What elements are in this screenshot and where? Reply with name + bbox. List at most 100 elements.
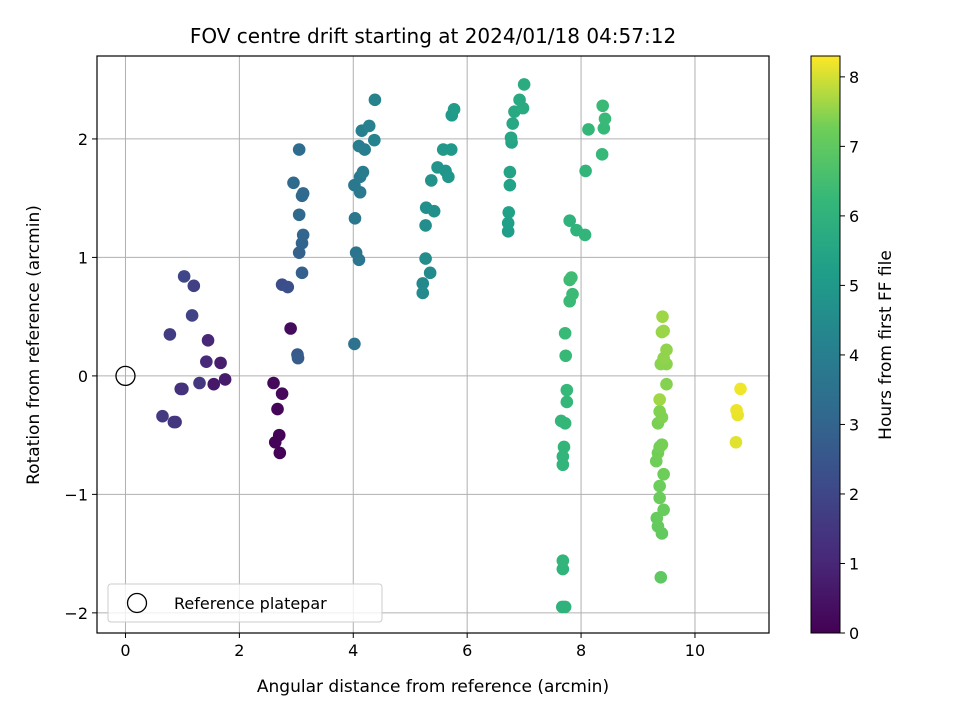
data-point [442,170,455,184]
data-point [597,121,611,135]
x-tick-label: 2 [234,641,244,660]
data-point [595,148,609,161]
data-point [503,165,517,179]
colorbar-tick-label: 0 [849,624,859,643]
y-axis-label: Rotation from reference (arcmin) [24,205,44,485]
x-tick-label: 0 [120,641,130,660]
data-point [200,355,213,368]
data-point [424,174,438,187]
data-point [368,93,382,107]
data-point [654,571,668,584]
x-tick-label: 10 [685,641,705,660]
data-point [578,228,592,242]
data-point [176,382,189,396]
legend: Reference platepar [107,583,383,623]
data-point [356,165,370,179]
data-point [502,206,516,219]
chart-title: FOV centre drift starting at 2024/01/18 … [190,24,676,48]
data-point [729,435,743,449]
data-point [653,405,666,418]
data-point [292,246,306,259]
colorbar-tick-label: 2 [849,485,859,504]
data-point [187,279,201,293]
data-point [657,503,670,517]
colorbar-tick-label: 3 [849,415,859,434]
data-point [653,479,666,493]
data-point [193,376,206,390]
data-point [558,600,572,614]
data-point [730,403,743,417]
data-point [444,143,458,156]
data-point [292,143,306,156]
data-point [281,280,295,294]
data-point [660,343,673,357]
data-point [650,511,664,525]
data-point [292,208,306,222]
data-point [272,428,286,442]
data-point [353,185,367,199]
data-point [167,415,181,429]
colorbar-tick-label: 5 [849,276,859,295]
legend-reference-icon [126,592,148,614]
data-point [556,450,570,463]
data-point [358,143,371,156]
data-point [416,277,430,290]
data-point [352,253,366,267]
data-point [598,112,612,126]
data-point [660,377,673,391]
plot-frame [96,55,770,634]
data-point [563,214,576,227]
data-point [296,187,310,200]
data-point [218,373,232,386]
data-point [560,395,574,409]
data-point [653,491,666,505]
data-point [362,119,376,133]
data-point [284,322,297,335]
colorbar-label: Hours from first FF file [876,250,896,440]
data-point [201,334,215,347]
data-point [291,351,305,365]
data-point [447,103,461,116]
data-point [557,440,571,454]
reference-marker-group [115,365,136,387]
x-axis-label: Angular distance from reference (arcmin) [257,677,609,697]
x-tick-label: 4 [348,641,358,660]
colorbar-tick-label: 8 [849,68,859,87]
colorbar-tick-label: 6 [849,207,859,226]
data-point [368,133,381,147]
data-point [275,387,289,400]
colorbar [810,55,841,634]
x-tick-label: 8 [576,641,586,660]
y-tick-label: 2 [78,130,88,149]
data-point [734,382,747,396]
data-point [501,216,515,230]
data-point [504,131,518,145]
data-point [559,349,572,363]
data-point [177,270,191,283]
data-point [596,99,610,113]
data-point [427,204,441,218]
data-point [582,123,595,136]
data-point [214,356,227,370]
data-point [516,101,530,115]
data-point [517,78,531,91]
data-point [558,326,572,340]
data-point [565,271,578,284]
data-point [348,337,361,351]
data-point [656,310,669,323]
data-point [273,446,287,460]
data-point [566,287,579,301]
colorbar-tick-label: 1 [849,554,859,573]
data-point [560,383,574,397]
data-point [416,286,430,300]
data-point [207,377,221,391]
data-point [348,212,362,225]
colorbar-ticks: 0 1 2 3 4 5 6 7 8 [840,68,859,643]
data-point [657,467,670,481]
data-point [579,164,592,178]
colorbar-tick-label: 4 [849,346,859,365]
data-point [419,252,432,265]
data-point [503,178,517,192]
data-point [556,554,570,568]
data-points [156,78,747,614]
